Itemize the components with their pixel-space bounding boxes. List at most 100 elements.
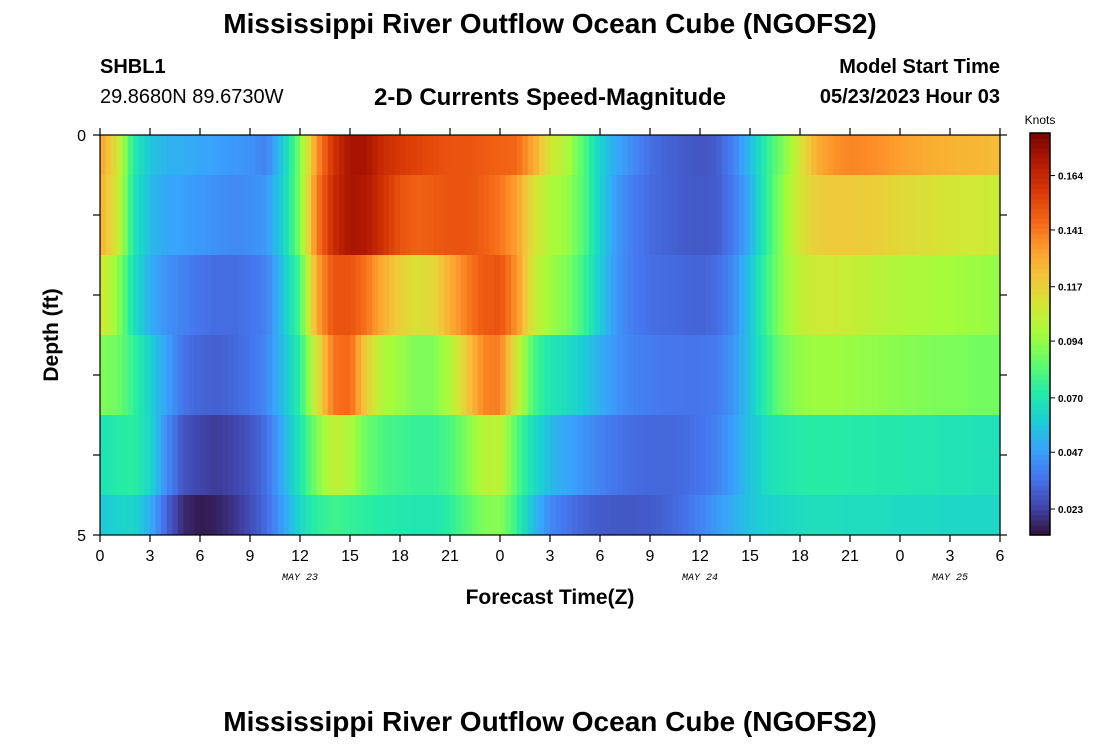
heatmap-cell xyxy=(877,415,884,495)
heatmap-cell xyxy=(422,135,429,175)
heatmap-cell xyxy=(316,415,323,495)
heatmap-cell xyxy=(700,255,707,335)
heatmap-cell xyxy=(733,415,740,495)
heatmap-cell xyxy=(594,175,601,255)
heatmap-cell xyxy=(938,175,946,255)
heatmap-cell xyxy=(816,415,823,495)
heatmap-cell xyxy=(383,135,390,175)
heatmap-cell xyxy=(600,175,607,255)
heatmap-cell xyxy=(883,495,890,535)
heatmap-cell xyxy=(588,255,596,335)
heatmap-cell xyxy=(133,135,140,175)
heatmap-cell xyxy=(244,135,251,175)
heatmap-cell xyxy=(272,255,279,335)
heatmap-cell xyxy=(350,495,357,535)
heatmap-cell xyxy=(177,335,184,415)
heatmap-cell xyxy=(272,495,279,535)
heatmap-cell xyxy=(294,175,301,255)
heatmap-cell xyxy=(650,335,657,415)
heatmap-cell xyxy=(900,335,907,415)
colorbar-segment xyxy=(1030,148,1050,154)
heatmap-cell xyxy=(566,135,573,175)
heatmap-cell xyxy=(505,255,512,335)
heatmap-cell xyxy=(905,495,912,535)
heatmap-cell xyxy=(722,175,729,255)
heatmap-cell xyxy=(250,495,257,535)
heatmap-cell xyxy=(677,135,684,175)
heatmap-cell xyxy=(727,335,734,415)
heatmap-cell xyxy=(455,175,462,255)
heatmap-cell xyxy=(188,175,196,255)
heatmap-cell xyxy=(133,175,140,255)
heatmap-cell xyxy=(816,135,823,175)
heatmap-cell xyxy=(966,175,973,255)
heatmap-cell xyxy=(500,415,507,495)
heatmap-cell xyxy=(988,415,996,495)
colorbar-segment xyxy=(1030,349,1050,355)
heatmap-cell xyxy=(933,495,940,535)
heatmap-cell xyxy=(305,495,312,535)
heatmap-cell xyxy=(161,255,168,335)
heatmap-cell xyxy=(766,175,773,255)
colorbar-segment xyxy=(1030,429,1050,436)
heatmap-cell xyxy=(427,135,434,175)
heatmap-cell xyxy=(611,175,618,255)
heatmap-cell xyxy=(355,135,362,175)
heatmap-cell xyxy=(833,175,840,255)
heatmap-cell xyxy=(888,495,896,535)
heatmap-cell xyxy=(988,175,996,255)
colorbar-segment xyxy=(1030,228,1050,235)
heatmap-cell xyxy=(461,415,468,495)
heatmap-cell xyxy=(494,335,501,415)
heatmap-cell xyxy=(655,415,662,495)
heatmap-cell xyxy=(966,135,973,175)
heatmap-cell xyxy=(711,135,718,175)
colorbar-segment xyxy=(1030,248,1050,255)
heatmap-cell xyxy=(538,175,546,255)
heatmap-cell xyxy=(833,335,840,415)
colorbar-segment xyxy=(1030,188,1050,194)
colorbar-segment xyxy=(1030,133,1050,139)
colorbar-segment xyxy=(1030,238,1050,245)
heatmap-cell xyxy=(183,495,190,535)
heatmap-cell xyxy=(816,255,823,335)
heatmap-cell xyxy=(700,135,707,175)
heatmap-cell xyxy=(422,415,429,495)
heatmap-cell xyxy=(183,135,190,175)
x-tick-label: 6 xyxy=(196,548,205,565)
heatmap-cell xyxy=(416,495,423,535)
heatmap-cell xyxy=(205,175,212,255)
heatmap-cell xyxy=(583,335,590,415)
heatmap-cell xyxy=(283,335,290,415)
heatmap-cell xyxy=(500,335,507,415)
heatmap-cell xyxy=(866,175,873,255)
heatmap-cell xyxy=(511,255,518,335)
heatmap-cell xyxy=(711,495,718,535)
heatmap-cell xyxy=(150,415,157,495)
heatmap-cell xyxy=(161,335,168,415)
heatmap-cell xyxy=(577,135,584,175)
heatmap-cell xyxy=(272,335,279,415)
heatmap-cell xyxy=(738,335,746,415)
heatmap-cell xyxy=(577,415,584,495)
heatmap-cell xyxy=(872,335,879,415)
heatmap-cell xyxy=(377,415,384,495)
heatmap-cell xyxy=(838,335,846,415)
heatmap-cell xyxy=(900,135,907,175)
heatmap-cell xyxy=(127,495,134,535)
heatmap-cell xyxy=(938,335,946,415)
heatmap-cell xyxy=(855,495,862,535)
heatmap-cell xyxy=(805,175,812,255)
heatmap-cell xyxy=(105,415,112,495)
heatmap-cell xyxy=(833,415,840,495)
heatmap-cell xyxy=(938,415,946,495)
colorbar-segment xyxy=(1030,474,1050,481)
heatmap-cell xyxy=(927,135,934,175)
heatmap-cell xyxy=(416,175,423,255)
heatmap-cell xyxy=(694,255,701,335)
colorbar-segment xyxy=(1030,253,1050,260)
heatmap-cell xyxy=(744,495,751,535)
heatmap-cell xyxy=(433,175,440,255)
heatmap-cell xyxy=(544,335,551,415)
